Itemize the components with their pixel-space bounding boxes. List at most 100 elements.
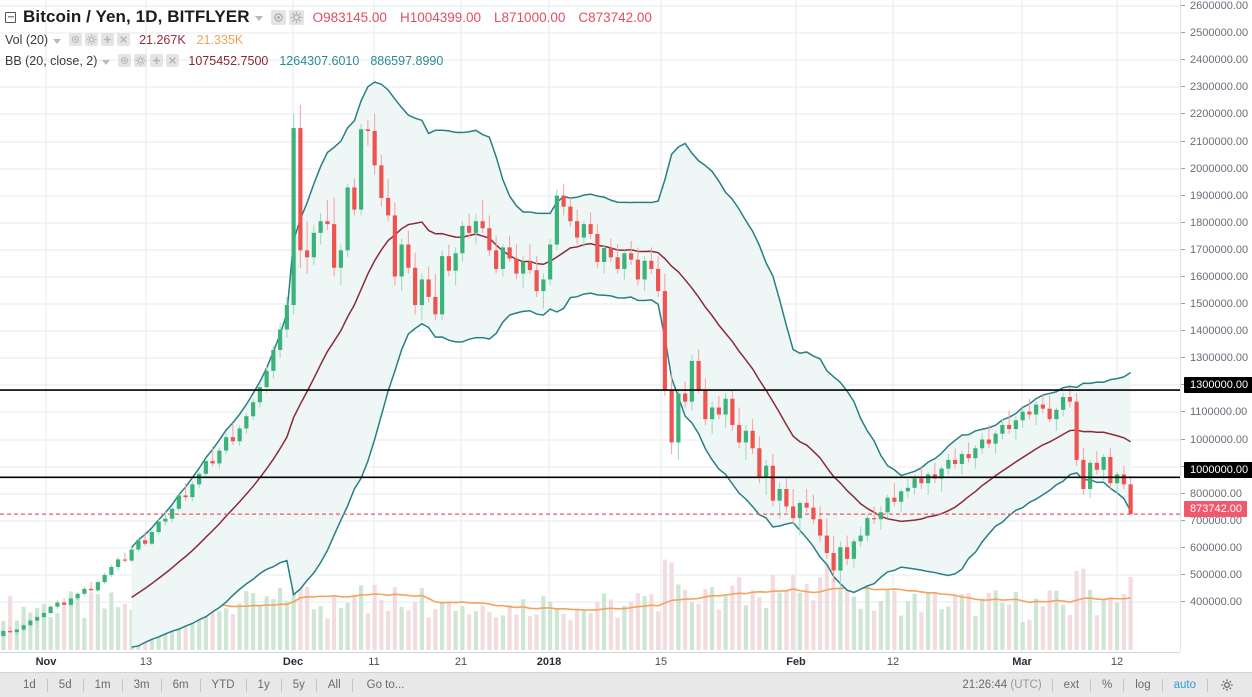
chart-pane[interactable]: [0, 0, 1180, 652]
chevron-down-icon[interactable]: [254, 16, 263, 21]
volume-ma-value: 21.335K: [196, 32, 244, 47]
time-tick: Nov: [35, 656, 57, 668]
separator: [121, 678, 123, 692]
chevron-down-icon[interactable]: [102, 59, 111, 65]
price-tick: 1100000.00: [1181, 405, 1252, 419]
current-price-label[interactable]: 873742.00: [1184, 501, 1247, 517]
plus-icon[interactable]: [150, 54, 164, 67]
legend-row-symbol[interactable]: Bitcoin / Yen, 1D, BITFLYER: [5, 5, 665, 29]
range-button-5d[interactable]: 5d: [58, 679, 72, 691]
separator: [1161, 678, 1163, 692]
range-button-5y[interactable]: 5y: [292, 679, 305, 691]
scale-option-log[interactable]: log: [1135, 679, 1151, 691]
price-tick: 600000.00: [1181, 541, 1252, 555]
legend-row-bollinger[interactable]: BB (20, close, 2) 1075452.7500 1264307.6…: [5, 50, 665, 71]
price-tick: 1700000.00: [1181, 243, 1252, 257]
time-tick: 2018: [536, 656, 562, 668]
price-tick: 2400000.00: [1181, 53, 1252, 67]
time-tick: Feb: [786, 656, 806, 668]
price-level-label[interactable]: 1300000.00: [1184, 377, 1252, 393]
eye-icon[interactable]: [69, 33, 83, 46]
volume-indicator-title[interactable]: Vol (20): [5, 32, 49, 47]
eye-icon[interactable]: [270, 9, 286, 25]
price-tick: 2200000.00: [1181, 107, 1252, 121]
clock-time: 21:26:44: [962, 679, 1008, 691]
volume-values: 21.267K 21.335K: [139, 33, 254, 47]
go-to-button[interactable]: Go to...: [366, 679, 405, 691]
bb-upper-value: 1264307.6010: [279, 53, 360, 68]
price-tick: 1400000.00: [1181, 324, 1252, 338]
clock[interactable]: 21:26:44 (UTC): [952, 679, 1051, 691]
time-scale[interactable]: Nov 13 Dec 11 21 2018 15 Feb 12 Mar 12: [0, 652, 1180, 672]
range-button-1y[interactable]: 1y: [257, 679, 270, 691]
gear-icon[interactable]: [288, 9, 304, 25]
bb-lower-value: 886597.8990: [370, 53, 444, 68]
ohlc-low: L871000.00: [494, 9, 566, 25]
legend-row-volume[interactable]: Vol (20) 21.267K 21.335K: [5, 29, 665, 50]
price-scale[interactable]: 2600000.00 2500000.00 2400000.00 2300000.00…: [1180, 0, 1252, 652]
price-tick: 1300000.00: [1181, 351, 1252, 365]
price-tick: 700000.00: [1181, 514, 1252, 528]
price-tick: 2100000.00: [1181, 135, 1252, 149]
range-selector[interactable]: 1d 5d 1m 3m 6m YTD 1y 5y All Go to...: [0, 673, 415, 697]
chart-canvas[interactable]: [0, 0, 1180, 652]
volume-bars: [1, 541, 1133, 650]
range-button-3m[interactable]: 3m: [133, 679, 150, 691]
bollinger-indicator-title[interactable]: BB (20, close, 2): [5, 53, 98, 68]
separator: [82, 678, 84, 692]
price-tick: 2500000.00: [1181, 26, 1252, 40]
price-tick: 1600000.00: [1181, 270, 1252, 284]
close-icon[interactable]: [166, 54, 180, 67]
range-button-ytd[interactable]: YTD: [211, 679, 235, 691]
close-icon[interactable]: [117, 33, 131, 46]
eye-icon[interactable]: [118, 54, 132, 67]
separator: [1090, 678, 1092, 692]
scale-option-percent[interactable]: %: [1102, 679, 1113, 691]
separator: [1207, 678, 1208, 692]
price-tick: 2000000.00: [1181, 162, 1252, 176]
gear-icon[interactable]: [134, 54, 148, 67]
time-tick: 15: [654, 656, 668, 668]
bollinger-values: 1075452.7500 1264307.6010 886597.8990: [188, 54, 454, 68]
range-button-1d[interactable]: 1d: [23, 679, 36, 691]
symbol-title[interactable]: Bitcoin / Yen, 1D, BITFLYER: [23, 7, 250, 26]
chart-legend: Bitcoin / Yen, 1D, BITFLYER: [0, 0, 665, 71]
bottom-toolbar[interactable]: 1d 5d 1m 3m 6m YTD 1y 5y All Go to... 21:26:44 (U…: [0, 672, 1252, 697]
scale-option-ext[interactable]: ext: [1063, 679, 1080, 691]
horizontal-level-lines[interactable]: [0, 389, 1180, 479]
scale-option-auto[interactable]: auto: [1173, 679, 1196, 691]
time-tick: 13: [139, 656, 153, 668]
time-tick: 11: [368, 656, 380, 668]
price-tick: 1800000.00: [1181, 216, 1252, 230]
gear-icon[interactable]: [85, 33, 99, 46]
separator: [160, 678, 162, 692]
bb-basis-value: 1075452.7500: [188, 53, 269, 68]
bollinger-icon-group[interactable]: [115, 54, 180, 67]
price-tick: 1900000.00: [1181, 189, 1252, 203]
price-tick: 2600000.00: [1181, 0, 1252, 13]
gear-icon[interactable]: [1208, 678, 1242, 692]
price-tick: 1000000.00: [1181, 433, 1252, 447]
chevron-down-icon[interactable]: [53, 38, 62, 44]
separator: [315, 678, 317, 692]
price-level-label[interactable]: 1000000.00: [1184, 462, 1252, 478]
price-tick: 500000.00: [1181, 568, 1252, 582]
volume-value: 21.267K: [139, 32, 186, 47]
plus-icon[interactable]: [101, 33, 115, 46]
bollinger-lower-band: [131, 292, 1132, 648]
range-button-all[interactable]: All: [327, 679, 341, 691]
ohlc-values: O983145.00 H1004399.00 L871000.00 C87374…: [313, 10, 665, 25]
separator: [199, 678, 201, 692]
ohlc-open: O983145.00: [312, 9, 387, 25]
range-button-6m[interactable]: 6m: [172, 679, 189, 691]
bollinger-upper-band: [131, 81, 1132, 549]
range-button-1m[interactable]: 1m: [94, 679, 111, 691]
scale-options[interactable]: 21:26:44 (UTC) ext% log auto: [952, 673, 1252, 697]
bollinger-band-fill: [131, 82, 1131, 648]
collapse-minus-icon[interactable]: [5, 11, 16, 23]
time-tick: 12: [886, 656, 900, 668]
time-tick: 12: [1110, 656, 1124, 668]
volume-icon-group[interactable]: [66, 33, 131, 46]
symbol-icon-group[interactable]: [268, 9, 304, 25]
